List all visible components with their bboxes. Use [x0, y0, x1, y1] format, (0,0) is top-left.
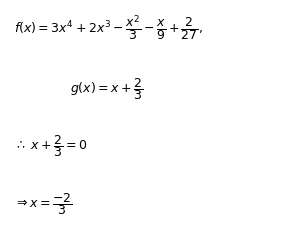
Text: $\Rightarrow x = \dfrac{-2}{3}$: $\Rightarrow x = \dfrac{-2}{3}$ [14, 192, 73, 217]
Text: $f(x) = 3x^4 + 2x^3 - \dfrac{x^2}{3} - \dfrac{x}{9} + \dfrac{2}{27},$: $f(x) = 3x^4 + 2x^3 - \dfrac{x^2}{3} - \… [14, 13, 204, 43]
Text: $g(x) = x + \dfrac{2}{3}$: $g(x) = x + \dfrac{2}{3}$ [70, 76, 143, 102]
Text: $\therefore \ x + \dfrac{2}{3} = 0$: $\therefore \ x + \dfrac{2}{3} = 0$ [14, 133, 88, 159]
